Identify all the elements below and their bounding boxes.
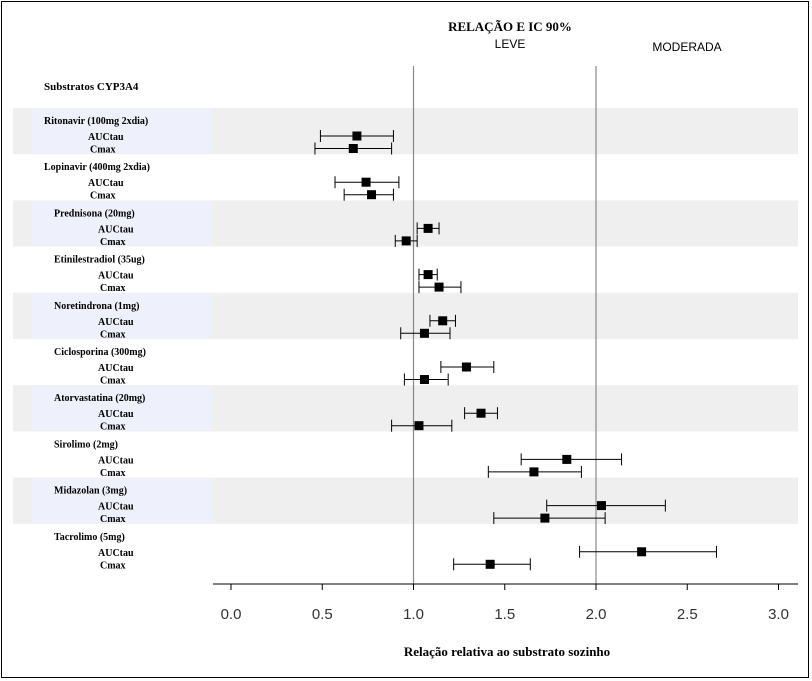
zone-label-moderada: MODERADA: [652, 40, 721, 54]
x-tick-label: 1.5: [494, 606, 515, 623]
point-estimate: [419, 328, 429, 338]
point-estimate: [529, 467, 539, 477]
group-name: Ritonavir (100mg 2xdia): [44, 116, 148, 127]
metric-label: AUCtau: [98, 363, 134, 374]
label-band: [32, 293, 212, 338]
reference-lines: [412, 66, 597, 584]
metric-label: Cmax: [100, 468, 126, 479]
x-axis-label: Relação relativa ao substrato sozinho: [404, 644, 610, 659]
point-estimate: [352, 131, 362, 141]
metric-label: Cmax: [100, 329, 126, 340]
point-estimate: [423, 270, 433, 280]
label-band: [32, 386, 212, 431]
point-estimate: [414, 421, 424, 431]
group-name: Noretindrona (1mg): [54, 301, 139, 312]
x-tick-label: 2.0: [586, 606, 607, 623]
point-estimate: [438, 316, 448, 326]
data-rows: Ritonavir (100mg 2xdia)AUCtauCmaxLopinav…: [44, 116, 717, 571]
point-estimate: [367, 190, 377, 200]
chart-header: RELAÇÃO E IC 90% LEVE MODERADA Substrato…: [44, 19, 722, 93]
point-estimate: [434, 282, 444, 292]
metric-label: AUCtau: [98, 455, 134, 466]
metric-label: AUCtau: [98, 502, 134, 513]
x-tick-label: 3.0: [768, 606, 789, 623]
point-estimate: [401, 236, 411, 246]
metric-label: AUCtau: [98, 409, 134, 420]
group-name: Tacrolimo (5mg): [54, 532, 125, 543]
group-name: Ciclosporina (300mg): [54, 347, 146, 358]
label-bands: [32, 109, 212, 523]
x-axis: 0.0 0.5 1.0 1.5 2.0 2.5 3.0: [213, 583, 798, 623]
group-name: Atorvastatina (20mg): [54, 393, 145, 404]
metric-label: AUCtau: [98, 271, 134, 282]
label-band: [32, 478, 212, 523]
x-tick-label: 0.5: [312, 606, 333, 623]
section-label: Substratos CYP3A4: [44, 81, 139, 93]
metric-label: AUCtau: [98, 317, 134, 328]
metric-label: Cmax: [100, 237, 126, 248]
point-estimate: [419, 375, 429, 384]
group-name: Sirolimo (2mg): [54, 439, 118, 450]
point-estimate: [562, 454, 572, 464]
metric-label: AUCtau: [98, 224, 134, 235]
point-estimate: [476, 408, 486, 418]
point-estimate: [637, 547, 647, 557]
chart-title: RELAÇÃO E IC 90%: [448, 19, 572, 34]
metric-label: Cmax: [100, 422, 126, 433]
metric-label: Cmax: [100, 283, 126, 294]
x-tick-label: 2.5: [677, 606, 698, 623]
x-tick-label: 1.0: [403, 606, 424, 623]
metric-label: Cmax: [90, 191, 116, 202]
point-estimate: [540, 513, 550, 523]
x-tick-label: 0.0: [221, 606, 242, 623]
label-band: [32, 201, 212, 246]
metric-label: AUCtau: [98, 548, 134, 559]
point-estimate: [423, 223, 433, 233]
label-band: [32, 109, 212, 154]
metric-label: Cmax: [100, 560, 126, 571]
zone-label-leve: LEVE: [495, 37, 526, 51]
metric-label: AUCtau: [88, 132, 124, 143]
point-estimate: [361, 177, 371, 187]
point-estimate: [596, 501, 606, 511]
metric-label: Cmax: [90, 145, 116, 156]
metric-label: AUCtau: [88, 178, 124, 189]
point-estimate: [485, 559, 495, 569]
group-name: Etinilestradiol (35ug): [54, 255, 145, 266]
metric-label: Cmax: [100, 514, 126, 525]
point-estimate: [348, 144, 358, 153]
metric-label: Cmax: [100, 376, 126, 387]
point-estimate: [461, 362, 471, 372]
group-name: Prednisona (20mg): [54, 208, 135, 219]
group-name: Lopinavir (400mg 2xdia): [44, 162, 150, 173]
group-name: Midazolan (3mg): [54, 486, 127, 497]
